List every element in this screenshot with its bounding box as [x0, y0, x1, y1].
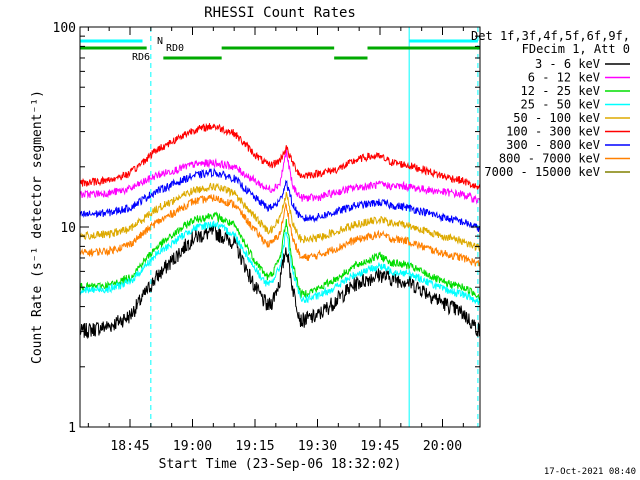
series-line-0 — [80, 224, 480, 340]
legend-label-0: 3 - 6 keV — [535, 57, 600, 71]
legend-label-6: 300 - 800 keV — [506, 138, 600, 152]
plot-frame — [79, 26, 481, 428]
x-tick-label: 19:00 — [173, 439, 212, 454]
series-line-1 — [80, 149, 480, 205]
series-lines — [80, 122, 480, 340]
state-bar-label-n: N — [157, 36, 163, 47]
series-line-2 — [80, 211, 480, 302]
series-line-6 — [80, 167, 480, 233]
legend-label-4: 50 - 100 keV — [513, 111, 600, 125]
y-tick-label: 1 — [68, 421, 76, 436]
series-line-5 — [80, 122, 480, 190]
chart-title: RHESSI Count Rates — [204, 5, 356, 21]
x-tick-label: 19:45 — [360, 439, 399, 454]
y-axis: 1 10 100 — [53, 21, 480, 436]
state-bar-label-rd0: RD0 — [166, 43, 184, 54]
legend-label-7: 800 - 7000 keV — [499, 152, 600, 166]
state-bar-label-rd6: RD6 — [132, 52, 150, 63]
legend: Det 1f,3f,4f,5f,6f,9f, FDecim 1, Att 0 3… — [471, 29, 630, 179]
legend-label-2: 12 - 25 keV — [521, 84, 600, 98]
x-tick-label: 19:15 — [235, 439, 274, 454]
x-axis-label: Start Time (23-Sep-06 18:32:02) — [159, 457, 402, 472]
y-tick-label: 100 — [53, 21, 76, 36]
series-line-4 — [80, 182, 480, 252]
series-line-7 — [80, 194, 480, 267]
legend-label-3: 25 - 50 keV — [521, 98, 600, 112]
x-tick-label: 18:45 — [110, 439, 149, 454]
series-line-3 — [80, 220, 480, 306]
x-tick-label: 19:30 — [298, 439, 337, 454]
legend-label-8: 7000 - 15000 keV — [484, 165, 600, 179]
x-tick-label: 20:00 — [423, 439, 462, 454]
legend-header-line-2: FDecim 1, Att 0 — [522, 42, 630, 56]
timestamp: 17-Oct-2021 08:40 — [544, 467, 636, 477]
legend-label-1: 6 - 12 keV — [528, 71, 600, 85]
y-tick-label: 10 — [60, 221, 76, 236]
x-axis: 18:45 19:00 19:15 19:30 19:45 20:00 — [87, 27, 464, 454]
y-axis-label: Count Rate (s⁻¹ detector segment⁻¹) — [30, 90, 45, 364]
legend-label-5: 100 - 300 keV — [506, 125, 600, 139]
legend-header-line-1: Det 1f,3f,4f,5f,6f,9f, — [471, 29, 630, 43]
